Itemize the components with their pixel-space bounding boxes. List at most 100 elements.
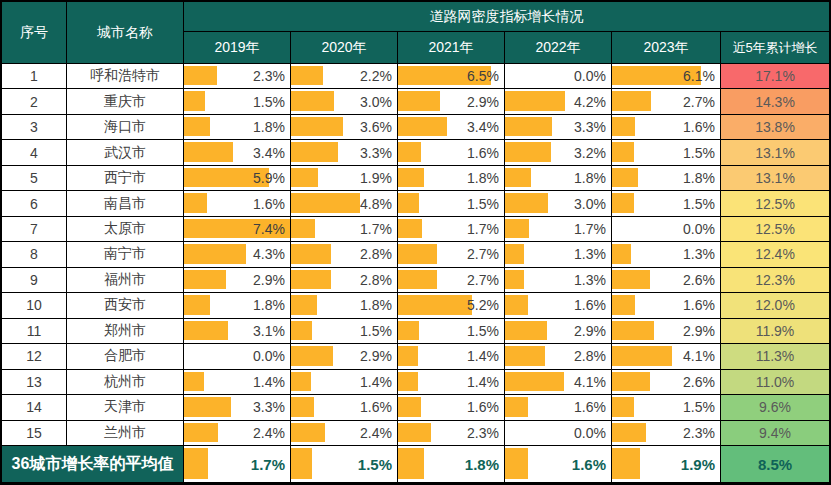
value-cell-text: 2.9%: [467, 94, 504, 110]
cumulative-cell: 11.9%: [721, 319, 829, 343]
data-bar: [291, 423, 325, 442]
value-cell-text: 4.3%: [253, 246, 290, 262]
data-bar: [612, 295, 635, 314]
value-cell: 1.5%: [612, 191, 720, 215]
average-row-label-text: 36城市增长率的平均值: [12, 454, 174, 475]
value-cell: 1.5%: [184, 89, 290, 113]
value-cell-text: 6.1%: [683, 68, 720, 84]
data-bar: [505, 168, 531, 187]
value-cell: 2.8%: [291, 242, 397, 266]
cumulative-cell-text: 12.5%: [755, 221, 795, 237]
city-name: 西安市: [67, 293, 183, 317]
col-header-2023: 2023年: [612, 32, 720, 63]
data-bar: [184, 244, 246, 263]
value-cell-text: 1.8%: [253, 297, 290, 313]
value-cell-text: 1.6%: [467, 145, 504, 161]
data-bar: [291, 117, 343, 136]
data-bar: [612, 142, 634, 161]
col-header-2022-text: 2022年: [535, 39, 580, 57]
value-cell-text: 2.9%: [253, 272, 290, 288]
city-name-text: 南宁市: [104, 245, 146, 263]
row-number-text: 2: [30, 94, 38, 110]
value-cell: 1.4%: [184, 370, 290, 394]
city-name-text: 重庆市: [104, 93, 146, 111]
data-bar: [612, 168, 638, 187]
value-cell-text: 1.5%: [253, 94, 290, 110]
value-cell: 0.0%: [184, 344, 290, 368]
value-cell: 2.8%: [291, 268, 397, 292]
cumulative-cell-text: 12.4%: [755, 246, 795, 262]
table-title-text: 道路网密度指标增长情况: [430, 8, 584, 26]
value-cell-text: 1.5%: [360, 323, 397, 339]
average-value-cell: 1.8%: [398, 446, 504, 482]
data-bar: [398, 295, 472, 314]
value-cell-text: 2.8%: [360, 272, 397, 288]
data-bar: [398, 321, 419, 340]
city-name: 重庆市: [67, 89, 183, 113]
table-title: 道路网密度指标增长情况: [184, 2, 829, 31]
value-cell-text: 1.6%: [574, 297, 611, 313]
value-cell: 2.7%: [612, 89, 720, 113]
value-cell: 0.0%: [612, 217, 720, 241]
value-cell-text: 1.8%: [467, 170, 504, 186]
col-header-2020: 2020年: [291, 32, 397, 63]
value-cell-text: 3.3%: [253, 399, 290, 415]
value-cell: 7.4%: [184, 217, 290, 241]
data-bar: [398, 193, 419, 212]
data-bar: [291, 193, 360, 212]
value-cell-text: 2.9%: [683, 323, 720, 339]
value-cell-text: 6.5%: [467, 68, 504, 84]
value-cell: 1.3%: [505, 242, 611, 266]
cumulative-cell-text: 12.5%: [755, 196, 795, 212]
data-bar: [398, 372, 418, 391]
data-bar: [505, 372, 564, 391]
data-bar: [184, 448, 208, 479]
row-number: 3: [2, 115, 66, 139]
value-cell: 1.7%: [398, 217, 504, 241]
row-number-text: 3: [30, 119, 38, 135]
value-cell: 1.6%: [612, 115, 720, 139]
value-cell-text: 3.0%: [360, 94, 397, 110]
city-name: 太原市: [67, 217, 183, 241]
row-number-text: 6: [30, 196, 38, 212]
value-cell: 4.3%: [184, 242, 290, 266]
cumulative-cell-text: 12.3%: [755, 272, 795, 288]
data-bar: [291, 244, 331, 263]
value-cell-text: 2.9%: [574, 323, 611, 339]
value-cell-text: 2.2%: [360, 68, 397, 84]
data-bar: [505, 91, 565, 110]
value-cell-text: 2.6%: [683, 272, 720, 288]
data-bar: [505, 321, 547, 340]
value-cell-text: 0.0%: [574, 425, 611, 441]
row-number: 12: [2, 344, 66, 368]
data-bar: [184, 91, 205, 110]
value-cell: 1.8%: [505, 166, 611, 190]
city-name: 郑州市: [67, 319, 183, 343]
city-name: 天津市: [67, 395, 183, 419]
cumulative-cell: 11.3%: [721, 344, 829, 368]
row-number: 8: [2, 242, 66, 266]
data-bar: [612, 321, 654, 340]
value-cell-text: 2.3%: [253, 68, 290, 84]
city-growth-table: 序号 城市名称 道路网密度指标增长情况 2019年 2020年 2021年 20…: [0, 0, 831, 485]
value-cell-text: 1.8%: [574, 170, 611, 186]
average-value-cell: 1.5%: [291, 446, 397, 482]
row-number-text: 11: [27, 323, 42, 339]
value-cell: 3.6%: [291, 115, 397, 139]
value-cell: 2.9%: [612, 319, 720, 343]
value-cell: 1.3%: [505, 268, 611, 292]
value-cell: 5.9%: [184, 166, 290, 190]
value-cell-text: 0.0%: [683, 221, 720, 237]
value-cell-text: 1.4%: [467, 374, 504, 390]
value-cell: 1.4%: [398, 370, 504, 394]
data-bar: [612, 423, 646, 442]
value-cell: 1.8%: [184, 115, 290, 139]
city-name-text: 武汉市: [104, 144, 146, 162]
col-header-2019-text: 2019年: [214, 39, 259, 57]
value-cell-text: 1.6%: [467, 399, 504, 415]
cumulative-cell: 12.3%: [721, 268, 829, 292]
data-bar: [291, 397, 314, 416]
value-cell: 2.6%: [612, 268, 720, 292]
city-name: 兰州市: [67, 421, 183, 445]
city-name: 海口市: [67, 115, 183, 139]
